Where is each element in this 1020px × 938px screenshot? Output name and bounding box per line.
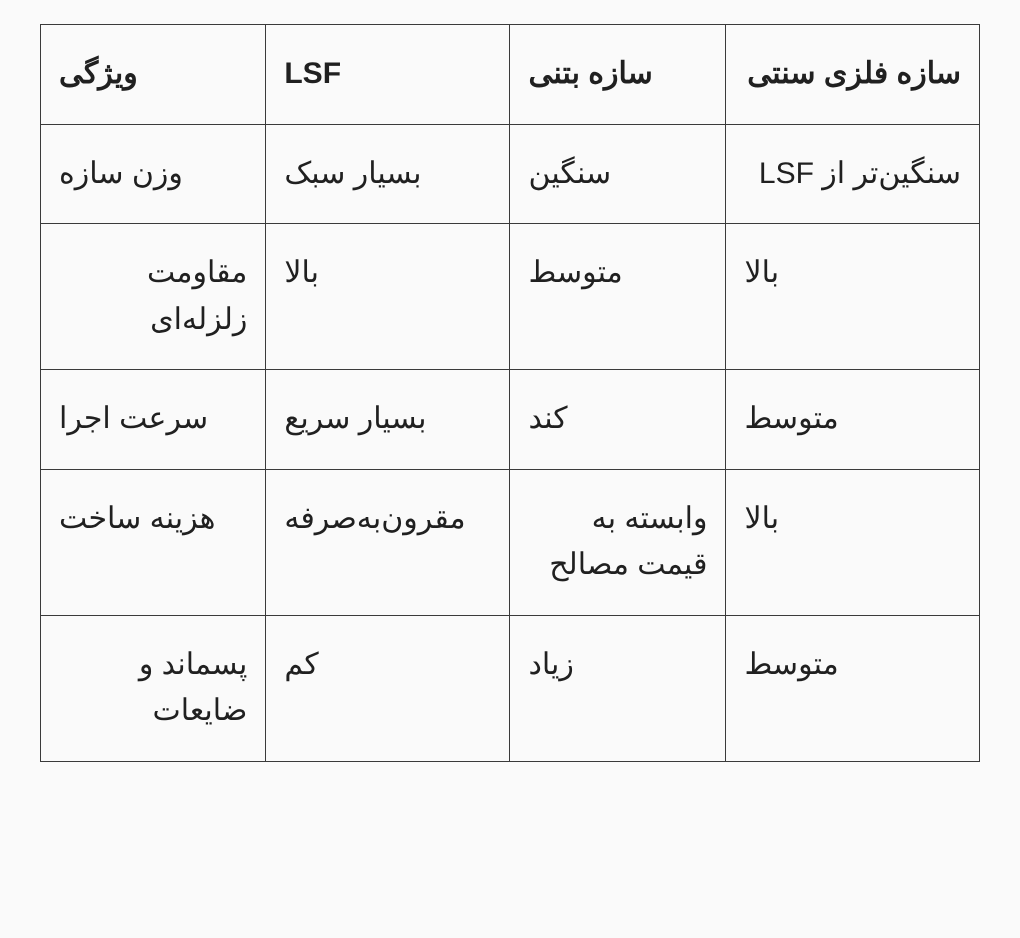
cell-feature: مقاومت زلزله‌ای bbox=[41, 224, 266, 370]
cell-concrete: متوسط bbox=[510, 224, 726, 370]
cell-steel: بالا bbox=[726, 224, 980, 370]
cell-concrete: کند bbox=[510, 370, 726, 470]
table-row: سرعت اجرا بسیار سریع کند متوسط bbox=[41, 370, 980, 470]
cell-feature: وزن سازه bbox=[41, 124, 266, 224]
cell-lsf: مقرون‌به‌صرفه bbox=[266, 469, 510, 615]
cell-steel: متوسط bbox=[726, 615, 980, 761]
col-header-lsf: LSF bbox=[266, 25, 510, 125]
table-row: وزن سازه بسیار سبک سنگین سنگین‌تر از LSF bbox=[41, 124, 980, 224]
col-header-steel: سازه فلزی سنتی bbox=[726, 25, 980, 125]
cell-lsf: بسیار سریع bbox=[266, 370, 510, 470]
col-header-concrete: سازه بتنی bbox=[510, 25, 726, 125]
cell-feature: پسماند و ضایعات bbox=[41, 615, 266, 761]
cell-lsf: بالا bbox=[266, 224, 510, 370]
cell-steel: سنگین‌تر از LSF bbox=[726, 124, 980, 224]
table-row: پسماند و ضایعات کم زیاد متوسط bbox=[41, 615, 980, 761]
table-header-row: ویژگی LSF سازه بتنی سازه فلزی سنتی bbox=[41, 25, 980, 125]
table-row: مقاومت زلزله‌ای بالا متوسط بالا bbox=[41, 224, 980, 370]
table-row: هزینه ساخت مقرون‌به‌صرفه وابسته به قیمت … bbox=[41, 469, 980, 615]
cell-concrete: سنگین bbox=[510, 124, 726, 224]
cell-feature: هزینه ساخت bbox=[41, 469, 266, 615]
cell-steel: بالا bbox=[726, 469, 980, 615]
cell-feature: سرعت اجرا bbox=[41, 370, 266, 470]
table-container: ویژگی LSF سازه بتنی سازه فلزی سنتی وزن س… bbox=[0, 0, 1020, 786]
col-header-feature: ویژگی bbox=[41, 25, 266, 125]
comparison-table: ویژگی LSF سازه بتنی سازه فلزی سنتی وزن س… bbox=[40, 24, 980, 762]
cell-lsf: بسیار سبک bbox=[266, 124, 510, 224]
cell-steel: متوسط bbox=[726, 370, 980, 470]
cell-lsf: کم bbox=[266, 615, 510, 761]
cell-concrete: زیاد bbox=[510, 615, 726, 761]
cell-concrete: وابسته به قیمت مصالح bbox=[510, 469, 726, 615]
